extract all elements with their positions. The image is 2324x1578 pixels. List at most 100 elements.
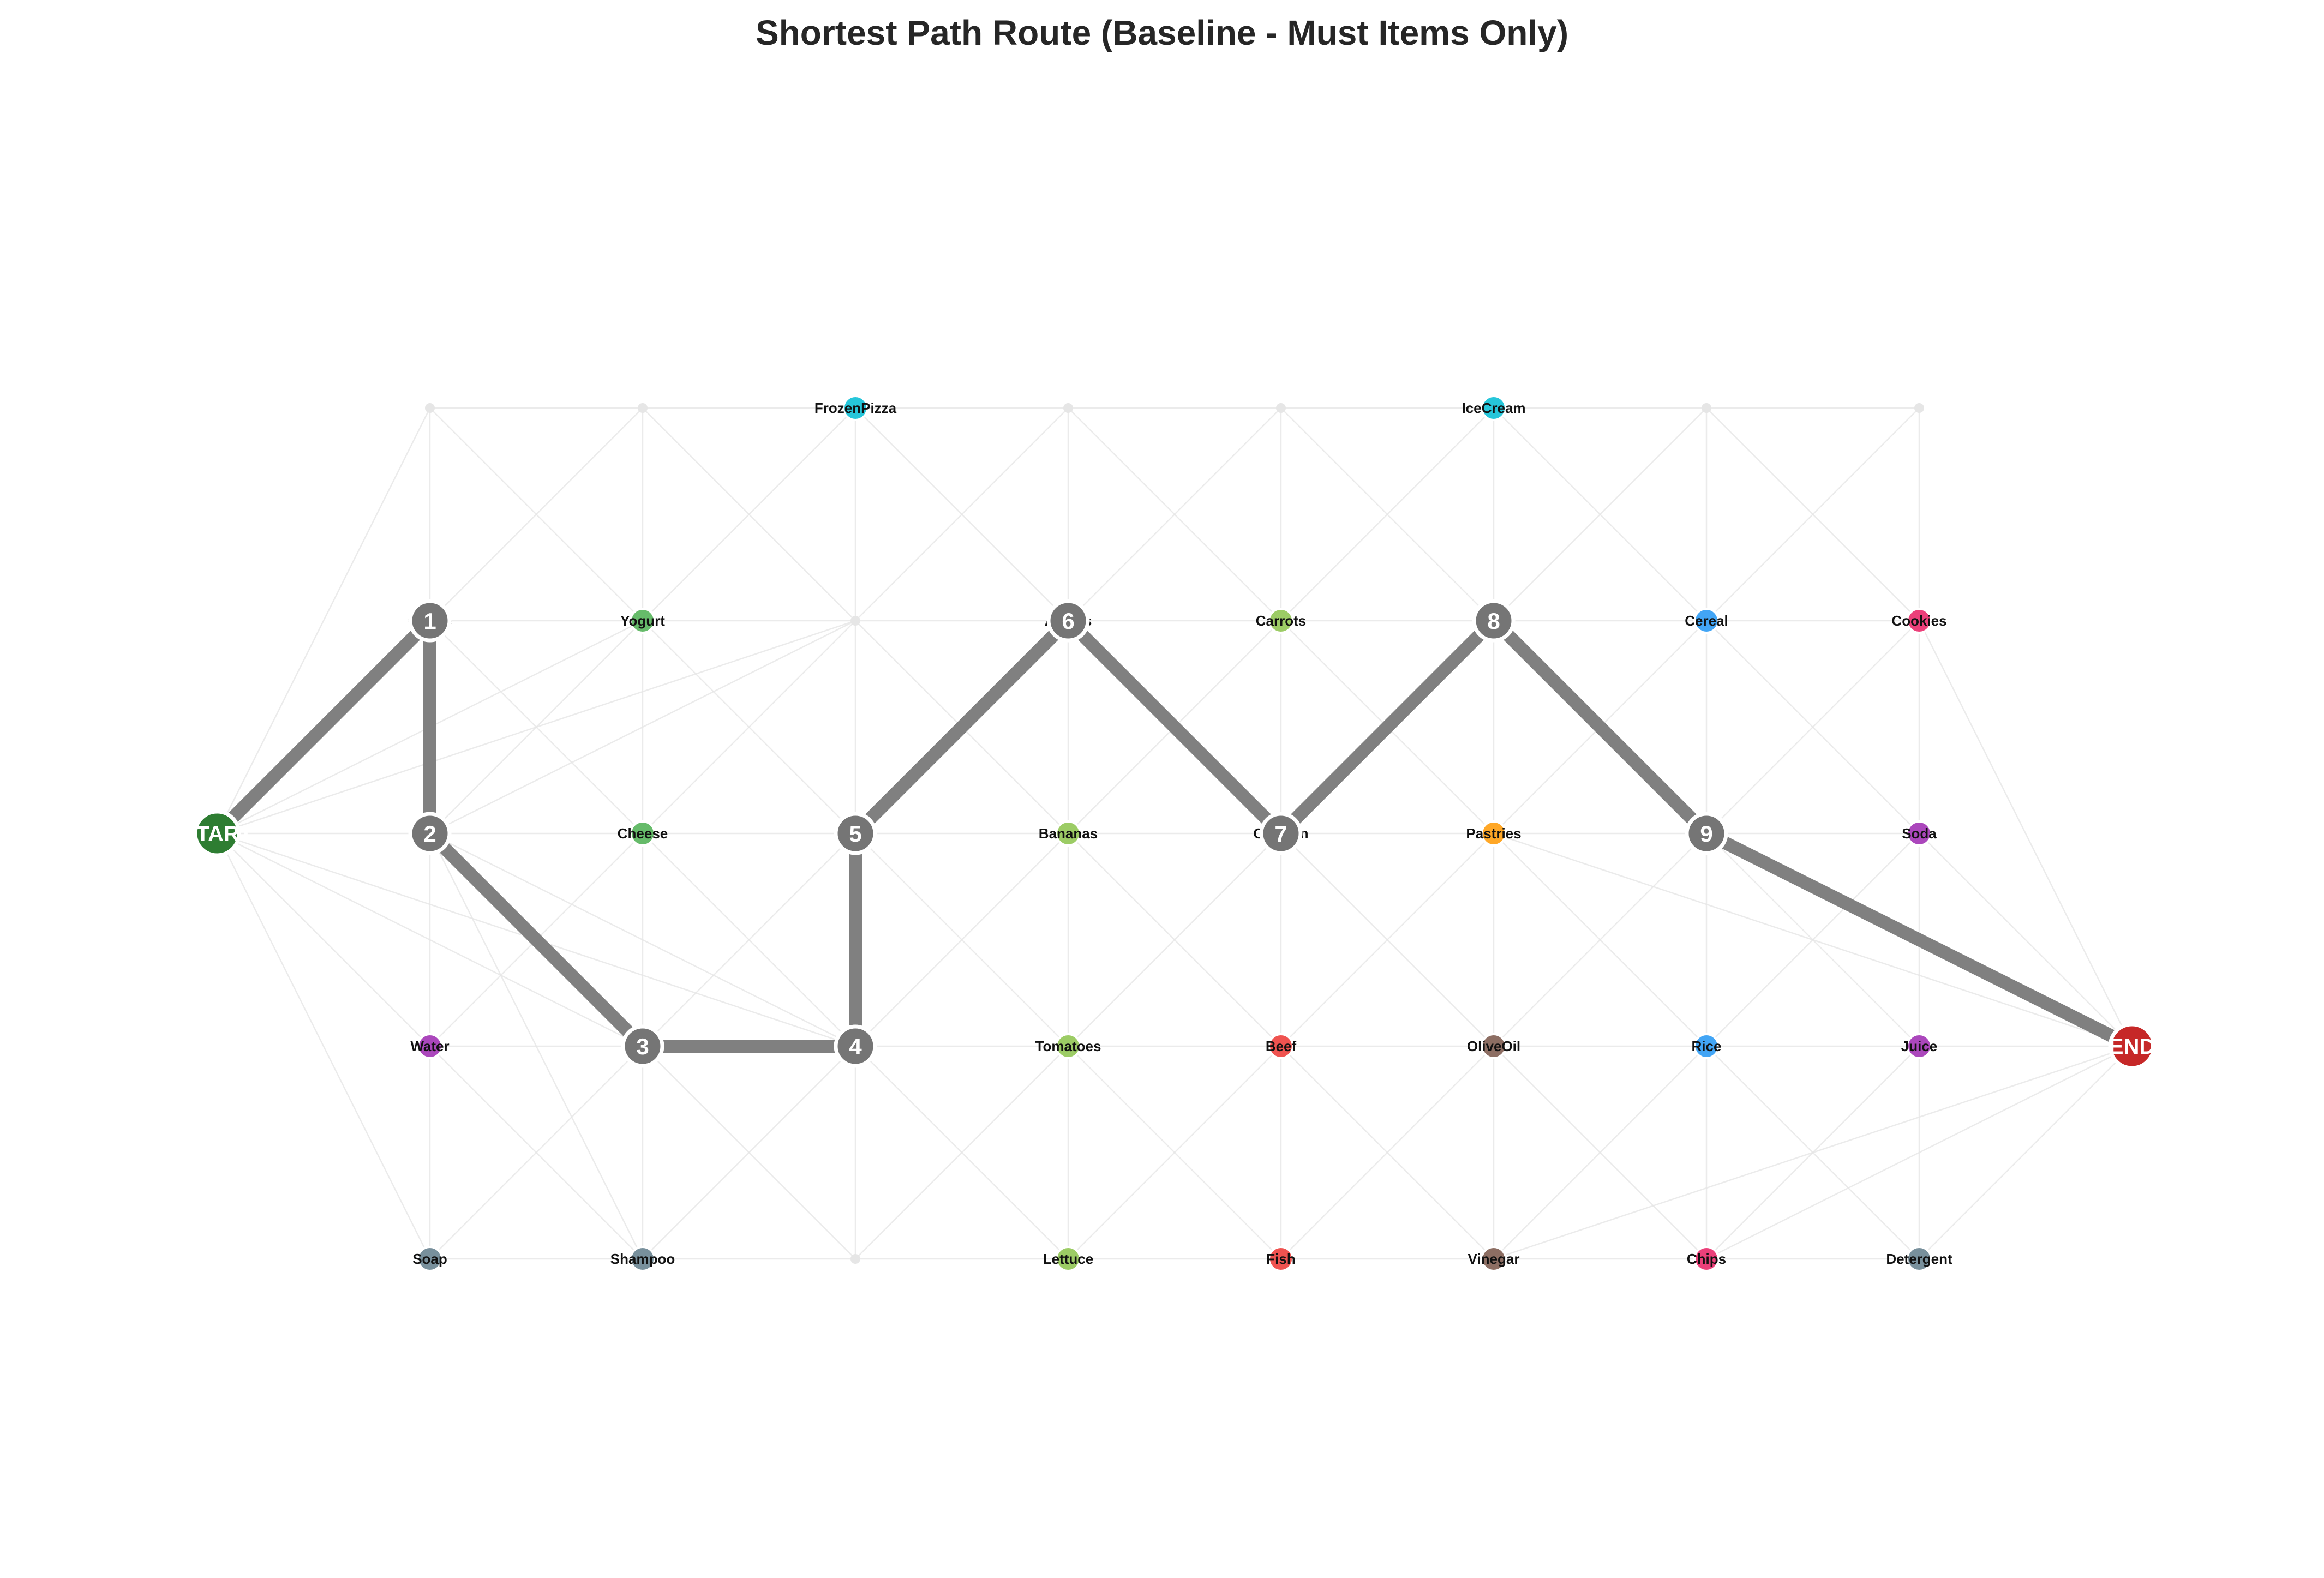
stop-number: 1 xyxy=(423,608,436,634)
stop-marker xyxy=(1046,599,1090,643)
stop-number: 2 xyxy=(423,821,436,847)
stop-number: 7 xyxy=(1274,821,1287,847)
stop-marker xyxy=(1259,812,1303,855)
aisle-connections xyxy=(216,407,2133,1260)
aisle-edge xyxy=(429,407,643,621)
aisle-edge xyxy=(1280,1046,1494,1259)
item-label: Water xyxy=(410,1038,449,1054)
item-node-cookies: Cookies xyxy=(1891,608,1947,634)
stop-marker xyxy=(834,1024,877,1068)
start-node-marker xyxy=(193,809,241,857)
stop-marker xyxy=(621,1024,664,1068)
aisle-edge xyxy=(1068,407,1281,621)
empty-location-node xyxy=(1276,403,1286,413)
aisle-edge xyxy=(1493,833,1707,1047)
item-label: Cookies xyxy=(1891,613,1946,629)
item-node-soda: Soda xyxy=(1902,820,1937,847)
stop-number: 6 xyxy=(1062,608,1074,634)
item-marker xyxy=(1268,608,1294,634)
item-label: Tomatoes xyxy=(1035,1038,1101,1054)
stop-marker xyxy=(834,812,877,855)
aisle-edge xyxy=(642,620,856,834)
item-marker xyxy=(842,395,868,421)
aisle-edge xyxy=(1280,407,1494,621)
item-label: Lettuce xyxy=(1043,1251,1093,1267)
item-label: Beef xyxy=(1266,1038,1297,1054)
aisle-edge xyxy=(1919,833,2133,1047)
item-node-soap: Soap xyxy=(412,1246,447,1272)
item-marker xyxy=(1906,1033,1932,1059)
item-node-frozenpizza: FrozenPizza xyxy=(814,395,897,421)
aisle-edge xyxy=(216,407,431,834)
aisle-edge xyxy=(642,1046,856,1259)
empty-location-node xyxy=(638,403,648,413)
route-segment xyxy=(1487,614,1713,840)
item-label: Rice xyxy=(1692,1038,1722,1054)
item-label: IceCream xyxy=(1462,400,1525,416)
route-stop-5: Butter5 xyxy=(834,812,877,855)
item-node-bananas: Bananas xyxy=(1039,820,1098,847)
item-label: Detergent xyxy=(1886,1251,1952,1267)
aisle-edge xyxy=(429,1046,643,1259)
end-node: END xyxy=(2108,1022,2156,1070)
item-node-beef: Beef xyxy=(1266,1033,1297,1059)
item-node-cereal: Cereal xyxy=(1685,608,1728,634)
aisle-edge xyxy=(855,833,1069,1047)
aisle-edge xyxy=(642,407,856,621)
item-marker xyxy=(1481,1246,1507,1272)
item-marker xyxy=(1693,608,1720,634)
aisle-edge xyxy=(1706,620,1920,834)
route-segment xyxy=(1062,614,1287,840)
item-node-detergent: Detergent xyxy=(1886,1246,1952,1272)
empty-location-node xyxy=(425,403,435,413)
item-label: OliveOil xyxy=(1467,1038,1520,1054)
aisle-edge xyxy=(855,1046,1069,1259)
empty-location-node xyxy=(1702,403,1711,413)
aisle-edge xyxy=(1493,1045,2133,1260)
item-node-pastries: Pastries xyxy=(1466,820,1522,847)
aisle-edge xyxy=(1919,1046,2133,1259)
item-marker xyxy=(630,820,656,847)
stop-marker xyxy=(408,812,452,855)
item-label: Soap xyxy=(412,1251,447,1267)
item-label: Vinegar xyxy=(1468,1251,1520,1267)
route-stops: Coffee1 Bread2 Milk3 Eggs4 Butter5 Apples6 Chi… xyxy=(408,599,1728,1068)
stop-number: 9 xyxy=(1700,821,1712,847)
item-label: Cheese xyxy=(618,825,668,842)
route-segment xyxy=(849,614,1075,840)
item-label: Juice xyxy=(1901,1038,1938,1054)
route-stop-6: Apples6 xyxy=(1045,599,1092,643)
item-label: Shampoo xyxy=(610,1251,675,1267)
stop-number: 8 xyxy=(1487,608,1500,634)
item-label: Chips xyxy=(1687,1251,1726,1267)
route-stop-9: Pasta9 xyxy=(1685,812,1728,855)
item-label: Pastries xyxy=(1466,825,1521,842)
stop-marker xyxy=(1472,599,1516,643)
stop-marker xyxy=(1685,812,1728,855)
item-marker xyxy=(417,1246,443,1272)
aisle-edge xyxy=(855,407,1069,621)
item-node-icecream: IceCream xyxy=(1462,395,1526,421)
item-marker xyxy=(1055,820,1081,847)
route-stop-4: Eggs4 xyxy=(834,1024,877,1068)
start-node: START xyxy=(182,809,253,857)
item-node-juice: Juice xyxy=(1901,1033,1938,1059)
item-marker xyxy=(1693,1246,1720,1272)
aisle-edge xyxy=(1493,832,2133,1047)
route-stop-2: Bread2 xyxy=(408,812,452,855)
item-label: Yogurt xyxy=(620,613,665,629)
aisle-edge xyxy=(429,832,856,1047)
aisle-edge xyxy=(429,620,856,835)
item-marker xyxy=(630,608,656,634)
route-segment xyxy=(211,614,436,840)
aisle-edge xyxy=(216,833,431,1259)
item-label: Carrots xyxy=(1256,613,1306,629)
aisle-edge xyxy=(1706,1045,2133,1260)
empty-location-node xyxy=(1063,403,1073,413)
route-stop-8: Tea8 xyxy=(1472,599,1516,643)
item-marker xyxy=(1055,1246,1081,1272)
aisle-edge xyxy=(1068,833,1281,1047)
end-node-marker xyxy=(2108,1022,2156,1070)
item-marker xyxy=(1268,1033,1294,1059)
item-label: Bananas xyxy=(1039,825,1098,842)
